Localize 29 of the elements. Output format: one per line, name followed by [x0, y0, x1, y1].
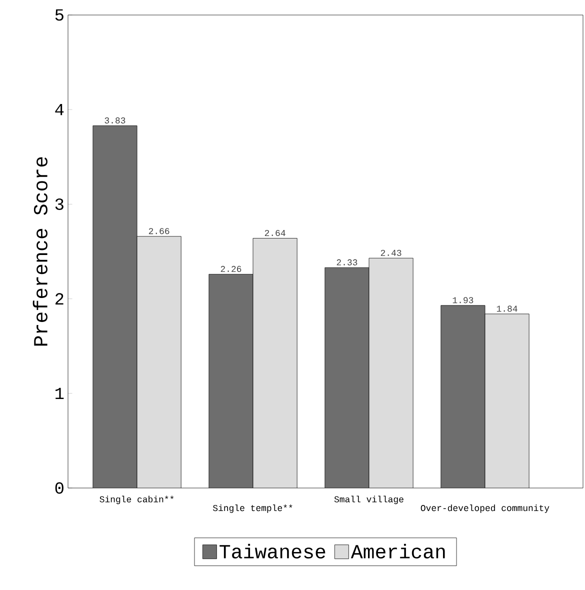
bar [137, 236, 182, 488]
y-tick-label: 1 [56, 388, 64, 399]
data-label: 1.93 [452, 297, 474, 304]
bar [484, 314, 530, 488]
data-label: 2.33 [336, 259, 358, 266]
x-tick-label: Over-developed community [420, 504, 550, 513]
bar [208, 274, 254, 488]
y-tick-label: 4 [55, 104, 64, 116]
data-label: 2.43 [380, 250, 402, 256]
bar [368, 258, 414, 488]
y-tick-label: 3 [55, 198, 64, 210]
y-axis-title: Preference Score [32, 157, 48, 346]
bar [252, 238, 298, 488]
data-label: 3.83 [104, 117, 126, 124]
data-label: 1.84 [496, 306, 518, 312]
legend-label: Taiwanese [220, 544, 326, 558]
x-tick-label: Single temple** [212, 504, 292, 513]
bar [92, 126, 138, 488]
legend-label: American [350, 544, 445, 558]
data-label: 2.64 [264, 230, 286, 236]
y-tick-label: 5 [55, 9, 64, 21]
bar [440, 305, 486, 488]
y-tick-label: 2 [56, 293, 64, 304]
x-tick-label: Small village [334, 496, 404, 504]
data-label: 2.66 [148, 228, 170, 234]
x-tick-label: Single cabin** [100, 496, 174, 504]
y-tick-label: 0 [55, 482, 64, 494]
data-label: 2.26 [220, 266, 242, 272]
bar [324, 267, 370, 488]
